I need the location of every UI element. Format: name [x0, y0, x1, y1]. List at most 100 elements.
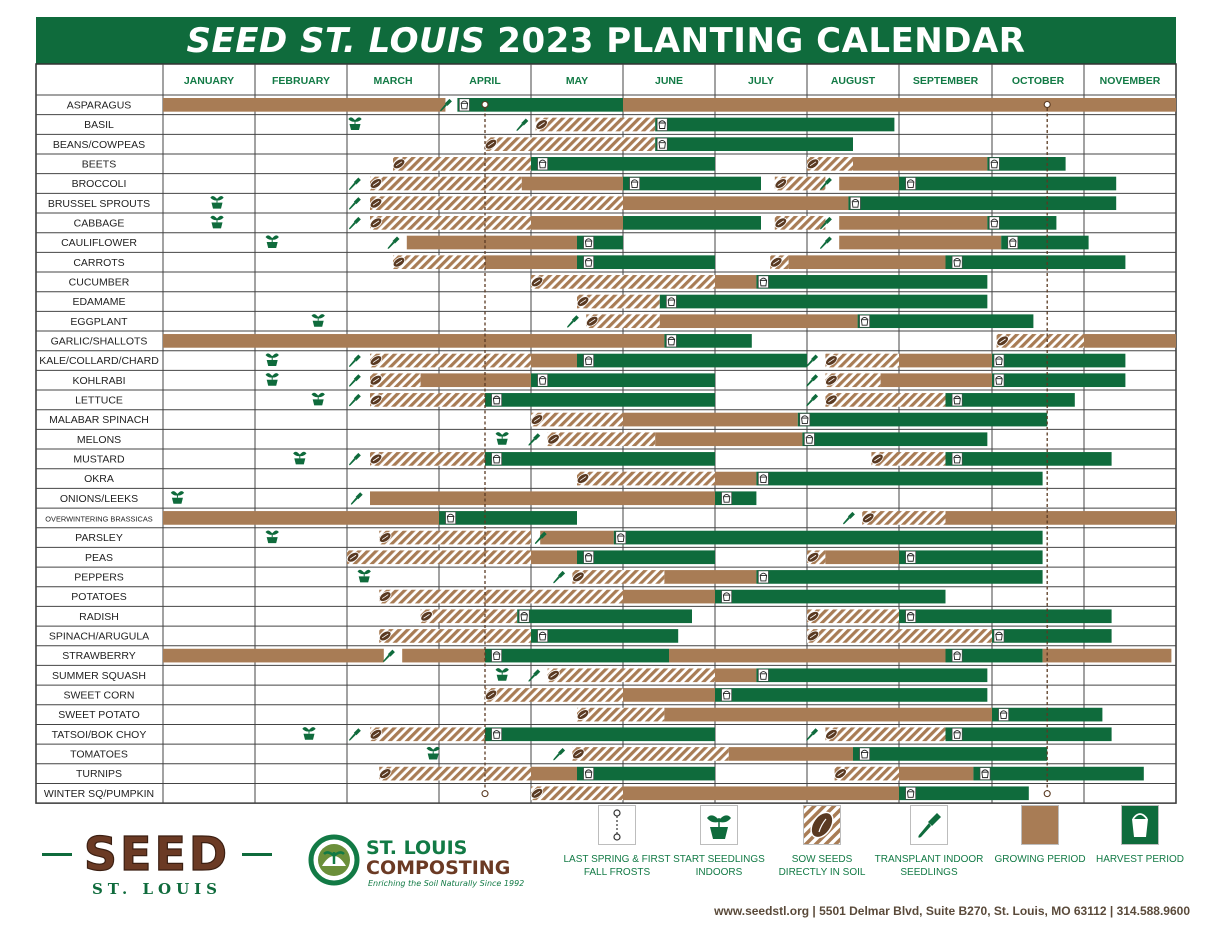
sow-period-bar	[577, 471, 715, 486]
trowel-icon	[349, 374, 361, 387]
crop-label: SPINACH/ARUGULA	[49, 631, 149, 643]
growing-period-bar	[623, 688, 715, 702]
trowel-icon	[567, 315, 579, 328]
seed-icon	[576, 473, 590, 484]
frost-marker	[1043, 790, 1051, 798]
crop-label: PEPPERS	[74, 572, 124, 584]
harvest-bucket-icon	[993, 354, 1005, 367]
sow-period-bar	[370, 196, 623, 211]
harvest-period-bar	[797, 412, 1048, 427]
seed-icon	[369, 178, 383, 189]
crop-label: RADISH	[79, 611, 119, 623]
growing-period-bar	[623, 196, 849, 211]
seed-icon	[369, 728, 383, 740]
crop-label: ASPARAGUS	[67, 99, 132, 111]
sow-period-bar	[825, 373, 881, 388]
harvest-bucket-icon	[721, 688, 732, 702]
harvest-period-bar	[756, 471, 1043, 486]
seed-icon	[576, 296, 590, 307]
seed-icon	[834, 768, 847, 779]
legend-growing-label: GROWING PERIOD	[994, 854, 1086, 865]
sow-period-bar	[996, 334, 1084, 348]
harvest-bucket-icon	[758, 275, 769, 289]
growing-period-bar	[163, 334, 665, 348]
growing-period-bar	[531, 216, 623, 230]
seedling-pot-icon	[210, 215, 224, 229]
crop-label: PARSLEY	[75, 532, 123, 544]
harvest-period-bar	[899, 786, 1029, 801]
harvest-period-bar	[715, 688, 988, 702]
harvest-period-bar	[623, 176, 761, 191]
title-brand: SEED ST. LOUIS	[186, 20, 486, 61]
sow-period-bar	[379, 530, 531, 545]
sow-period-bar	[347, 550, 531, 565]
trowel-icon	[806, 374, 819, 387]
harvest-period-bar	[987, 216, 1057, 230]
harvest-bucket-icon	[583, 767, 594, 780]
seedling-pot-icon	[265, 530, 279, 544]
crop-label: OKRA	[84, 473, 114, 485]
composting-line2: COMPOSTING	[366, 857, 510, 879]
harvest-period-bar	[485, 727, 715, 742]
harvest-period-bar	[613, 530, 1043, 545]
month-header: MARCH	[373, 75, 412, 87]
sow-period-bar	[547, 668, 715, 683]
seed-st-louis-logo: SEED ST. LOUIS	[42, 826, 272, 901]
harvest-period-bar	[992, 629, 1112, 643]
crop-label: ONIONS/LEEKS	[60, 493, 138, 505]
harvest-bucket-icon	[905, 609, 916, 623]
growing-period-bar	[485, 255, 577, 270]
seed-icon	[379, 591, 392, 602]
growing-period-bar	[839, 235, 1002, 250]
trowel-icon	[440, 98, 452, 112]
growing-period-bar	[715, 275, 757, 289]
crop-label: EGGPLANT	[70, 316, 128, 328]
harvest-bucket-icon	[459, 98, 470, 112]
sow-period-bar	[379, 589, 623, 604]
harvest-period-bar	[577, 550, 715, 565]
growing-period-bar	[899, 766, 974, 781]
harvest-period-bar	[577, 255, 715, 270]
harvest-period-bar	[973, 766, 1144, 781]
trowel-icon	[528, 669, 541, 682]
harvest-bucket-icon	[491, 393, 502, 407]
trowel-icon	[553, 570, 566, 584]
seed-icon	[530, 414, 544, 425]
sow-period-bar	[535, 117, 656, 132]
harvest-bucket-icon	[721, 491, 732, 505]
legend-harvest: HARVEST PERIOD	[1085, 805, 1195, 866]
harvest-bucket-icon	[583, 354, 594, 367]
growing-period-bar	[623, 412, 798, 427]
growing-period-bar	[623, 589, 715, 604]
harvest-bucket-icon	[850, 196, 861, 210]
harvest-bucket-icon	[951, 649, 963, 662]
harvest-bucket-icon	[629, 177, 640, 190]
harvest-period-bar	[899, 176, 1117, 191]
harvest-bucket-icon	[758, 570, 769, 584]
month-header: SEPTEMBER	[913, 75, 979, 87]
growing-period-bar	[402, 648, 485, 663]
st-louis-composting-logo: ST. LOUIS COMPOSTING Enriching the Soil …	[308, 830, 538, 890]
seedling-pot-icon	[348, 117, 362, 131]
harvest-bucket-icon	[445, 511, 456, 525]
growing-period-bar	[370, 491, 715, 506]
crop-label: TURNIPS	[76, 768, 122, 780]
legend-harvest-label: HARVEST PERIOD	[1096, 854, 1184, 865]
seedling-pot-icon	[311, 392, 325, 406]
sow-period-bar	[547, 432, 656, 447]
harvest-period-bar	[756, 275, 988, 289]
growing-period-bar	[664, 707, 992, 722]
sow-period-bar	[485, 137, 656, 152]
legend-sow-label: SOW SEEDS DIRECTLY IN SOIL	[778, 854, 866, 878]
seed-icon	[572, 748, 585, 760]
seedling-pot-icon	[293, 451, 307, 465]
crop-label: MUSTARD	[73, 453, 125, 465]
growing-period-bar	[880, 373, 992, 388]
legend-growing: GROWING PERIOD	[985, 805, 1095, 866]
sow-period-bar	[485, 688, 623, 702]
harvest-bucket-icon	[758, 668, 769, 682]
crop-label: KALE/COLLARD/CHARD	[39, 355, 159, 367]
trowel-icon	[383, 649, 395, 662]
harvest-bucket-icon	[583, 255, 594, 269]
growing-period-bar	[899, 353, 992, 368]
